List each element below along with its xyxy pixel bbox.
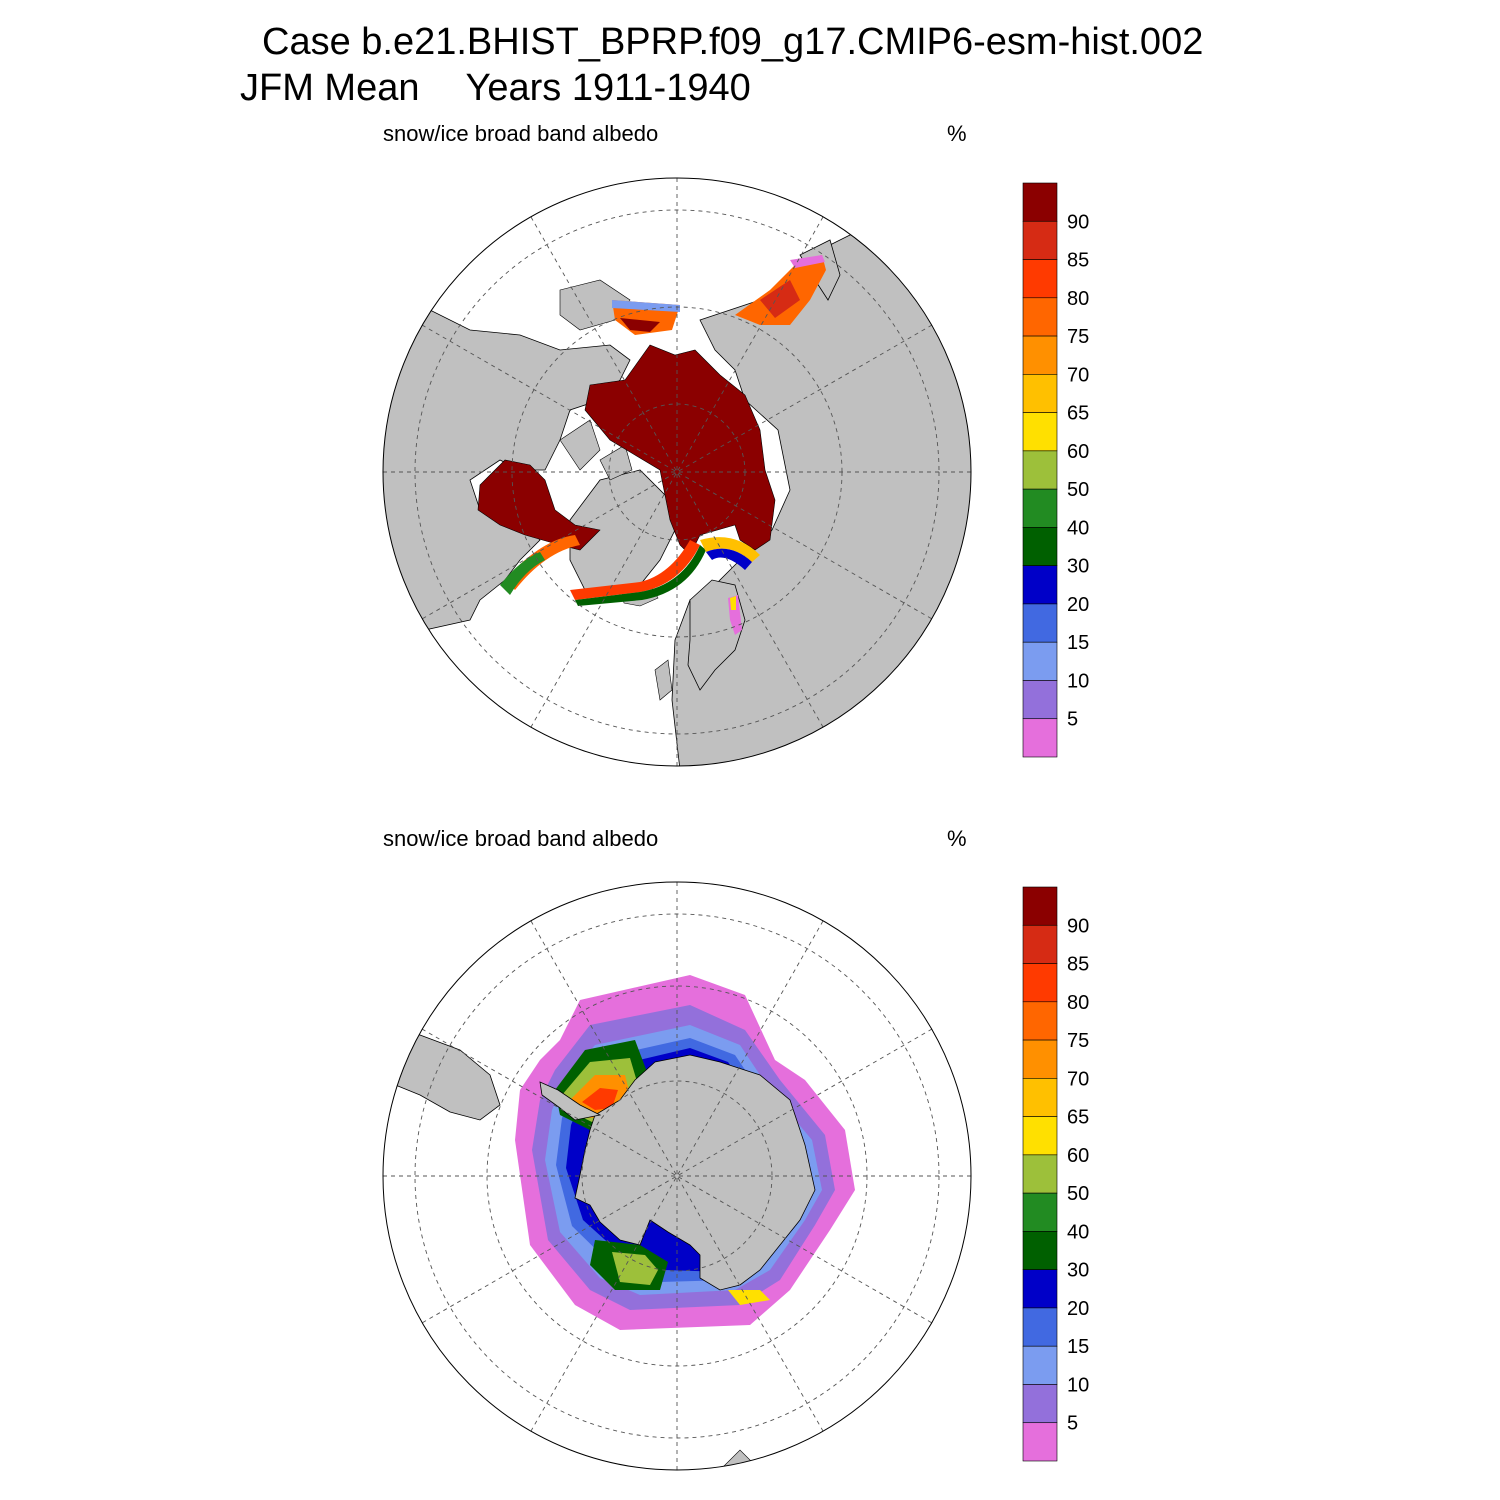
north-colorbar-swatch (1022, 641, 1058, 681)
south-colorbar-swatch (1022, 1116, 1058, 1156)
south-map-border (382, 881, 972, 1471)
south-colorbar-swatch (1022, 1384, 1058, 1424)
south-colorbar-swatch (1022, 1345, 1058, 1385)
south-colorbar-swatch (1022, 1192, 1058, 1232)
north-units-label: % (947, 121, 967, 146)
south-colorbar-swatch (1022, 886, 1058, 926)
north-colorbar-swatch (1022, 412, 1058, 452)
south-colorbar-level-label: 90 (1067, 915, 1089, 937)
north-colorbar-swatch (1022, 182, 1058, 222)
south-colorbar-swatch (1022, 1001, 1058, 1041)
south-colorbar-level-label: 75 (1067, 1030, 1089, 1052)
south-colorbar-swatch (1022, 1231, 1058, 1270)
north-colorbar-level-label: 5 (1067, 709, 1078, 731)
north-polar-map (382, 177, 972, 767)
north-colorbar-level-label: 70 (1067, 364, 1089, 386)
north-map-border (382, 177, 972, 767)
south-polar-map (382, 881, 972, 1471)
figure-title-case: Case b.e21.BHIST_BPRP.f09_g17.CMIP6-esm-… (262, 21, 1204, 63)
north-colorbar-level-label: 60 (1067, 441, 1089, 463)
north-variable-label: snow/ice broad band albedo (383, 121, 659, 146)
south-colorbar-level-label: 40 (1067, 1221, 1089, 1243)
title-season: JFM Mean (240, 67, 420, 109)
north-colorbar-swatch (1022, 565, 1058, 605)
south-colorbar-level-label: 15 (1067, 1336, 1089, 1358)
north-colorbar-level-label: 40 (1067, 517, 1089, 539)
south-colorbar-swatch (1022, 1307, 1058, 1347)
north-colorbar-swatch (1022, 603, 1058, 643)
north-colorbar-swatch (1022, 527, 1058, 566)
north-colorbar-level-label: 15 (1067, 632, 1089, 654)
south-colorbar-level-label: 5 (1067, 1413, 1078, 1435)
north-land (383, 229, 971, 766)
north-colorbar-swatch (1022, 488, 1058, 528)
north-colorbar-swatch (1022, 680, 1058, 720)
north-colorbar-level-label: 50 (1067, 479, 1089, 501)
south-colorbar-level-label: 85 (1067, 954, 1089, 976)
south-colorbar-swatch (1022, 963, 1058, 1003)
north-colorbar: 90 85 80 75 70 65 60 50 40 30 20 15 10 5 (1022, 182, 1089, 758)
south-colorbar-swatch (1022, 1422, 1058, 1462)
south-colorbar-level-label: 50 (1067, 1183, 1089, 1205)
south-colorbar-swatch (1022, 1269, 1058, 1309)
north-colorbar-level-label: 20 (1067, 594, 1089, 616)
south-colorbar-level-label: 20 (1067, 1298, 1089, 1320)
south-graticule (383, 882, 971, 1470)
north-colorbar-level-label: 10 (1067, 670, 1089, 692)
north-colorbar-level-label: 75 (1067, 326, 1089, 348)
title-years: Years 1911-1940 (465, 67, 751, 109)
south-colorbar-level-label: 80 (1067, 992, 1089, 1014)
south-colorbar-swatch (1022, 1039, 1058, 1079)
south-colorbar-swatch (1022, 1154, 1058, 1194)
north-graticule (383, 178, 971, 766)
south-units-label: % (947, 826, 967, 851)
north-colorbar-swatch (1022, 374, 1058, 413)
north-colorbar-swatch (1022, 450, 1058, 490)
north-colorbar-level-label: 80 (1067, 288, 1089, 310)
north-colorbar-level-label: 65 (1067, 403, 1089, 425)
south-colorbar-level-label: 70 (1067, 1068, 1089, 1090)
south-colorbar-swatch (1022, 1078, 1058, 1117)
north-colorbar-swatch (1022, 259, 1058, 299)
north-colorbar-level-label: 85 (1067, 250, 1089, 272)
figure-title-period: JFM Mean Years 1911-1940 (240, 66, 751, 110)
north-colorbar-swatch (1022, 297, 1058, 337)
north-colorbar-level-label: 30 (1067, 556, 1089, 578)
south-colorbar-swatch (1022, 924, 1058, 964)
south-colorbar-level-label: 30 (1067, 1260, 1089, 1282)
north-colorbar-level-label: 90 (1067, 211, 1089, 233)
south-colorbar: 90 85 80 75 70 65 60 50 40 30 20 15 10 5 (1022, 886, 1089, 1462)
south-colorbar-level-label: 65 (1067, 1107, 1089, 1129)
north-colorbar-swatch (1022, 220, 1058, 260)
north-colorbar-swatch (1022, 335, 1058, 375)
north-colorbar-swatch (1022, 718, 1058, 758)
south-colorbar-level-label: 60 (1067, 1145, 1089, 1167)
south-colorbar-level-label: 10 (1067, 1374, 1089, 1396)
south-variable-label: snow/ice broad band albedo (383, 826, 659, 851)
